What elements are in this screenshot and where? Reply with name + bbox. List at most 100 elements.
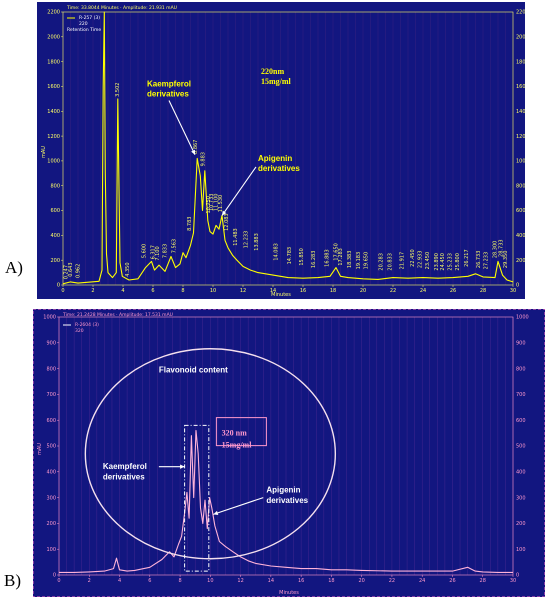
y-tick-label-right: 1000 bbox=[516, 159, 525, 165]
y-tick-label-left: 200 bbox=[46, 521, 56, 527]
y-tick-label-right: 800 bbox=[516, 183, 525, 189]
peak-label: 25.800 bbox=[455, 253, 461, 271]
y-tick-label-left: 200 bbox=[50, 258, 60, 264]
panel-letter-a: A) bbox=[5, 258, 23, 277]
wavelength-line-0: 320 nm bbox=[222, 429, 247, 438]
y-tick-label-right: 1400 bbox=[516, 109, 525, 115]
y-tick-label-left: 300 bbox=[46, 495, 56, 501]
peak-label: 4.350 bbox=[125, 262, 131, 276]
arrow-head bbox=[180, 464, 185, 469]
peak-label: 27.233 bbox=[484, 252, 490, 270]
peak-label: 12.233 bbox=[244, 231, 250, 249]
y-tick-label-left: 600 bbox=[46, 418, 56, 424]
y-tick-label-left: 1600 bbox=[47, 84, 60, 90]
y-tick-label-left: 0 bbox=[53, 573, 56, 579]
legend-b-line-0: R-2604 (3) bbox=[75, 322, 99, 328]
peak-label: 11.100 bbox=[214, 194, 220, 212]
y-tick-label-right: 200 bbox=[516, 521, 526, 527]
arrow-head bbox=[213, 510, 219, 515]
x-tick-label: 22 bbox=[389, 578, 395, 584]
peak-label: 15.850 bbox=[299, 248, 305, 266]
x-tick-label: 14 bbox=[268, 578, 274, 584]
peak-label: 8.783 bbox=[187, 217, 193, 231]
y-tick-label-left: 100 bbox=[46, 547, 56, 553]
peak-label: 0.643 bbox=[68, 262, 74, 276]
x-tick-label: 6 bbox=[148, 578, 151, 584]
annotation-arrow bbox=[221, 166, 257, 216]
peak-label: 16.883 bbox=[325, 249, 331, 267]
peak-label: 7.833 bbox=[163, 244, 169, 258]
y-tick-label-left: 2000 bbox=[47, 35, 60, 41]
x-tick-label: 20 bbox=[358, 578, 364, 584]
peak-label: 17.650 bbox=[334, 243, 340, 261]
plot-frame bbox=[62, 11, 514, 286]
series-line bbox=[59, 429, 513, 573]
y-tick-label-left: 700 bbox=[46, 392, 56, 398]
y-tick-label-left: 400 bbox=[46, 470, 56, 476]
x-tick-label: 24 bbox=[420, 288, 426, 294]
y-tick-label-right: 800 bbox=[516, 366, 526, 372]
peak-label: 10.733 bbox=[209, 194, 215, 212]
x-tick-label: 30 bbox=[510, 288, 516, 294]
y-tick-label-right: 900 bbox=[516, 341, 526, 347]
x-tick-label: 0 bbox=[57, 578, 60, 584]
y-tick-label-right: 700 bbox=[516, 392, 526, 398]
peak-label: 18.383 bbox=[347, 251, 353, 269]
peak-label: 24.450 bbox=[440, 253, 446, 271]
y-tick-label-right: 400 bbox=[516, 470, 526, 476]
peak-label: 11.483 bbox=[233, 228, 239, 246]
peak-label: 16.283 bbox=[311, 251, 317, 269]
y-tick-label-right: 1600 bbox=[516, 84, 525, 90]
arrow-head bbox=[191, 149, 196, 155]
y-tick-label-right: 600 bbox=[516, 418, 526, 424]
x-tick-label: 20 bbox=[360, 288, 366, 294]
peak-region-box bbox=[184, 424, 210, 572]
peak-label: 19.650 bbox=[364, 252, 370, 270]
y-tick-label-left: 1400 bbox=[47, 109, 60, 115]
annotation-text: Kaempferol bbox=[147, 79, 191, 88]
peak-label: 5.600 bbox=[142, 244, 148, 258]
y-tick-label-left: 1200 bbox=[47, 134, 60, 140]
y-tick-label-left: 500 bbox=[46, 444, 56, 450]
peak-label: 26.217 bbox=[464, 249, 470, 267]
x-tick-label: 2 bbox=[91, 288, 94, 294]
peak-label: 20.283 bbox=[379, 253, 385, 271]
peak-label: 14.083 bbox=[274, 243, 280, 261]
annotation-text: 220nm bbox=[261, 67, 284, 76]
peak-label: 23.450 bbox=[425, 252, 431, 270]
y-tick-label-right: 400 bbox=[516, 233, 525, 239]
chart-b-header: Time: 21.2428 Minutes · Amplitude: 17.53… bbox=[62, 312, 173, 318]
apigenin-line-1: derivatives bbox=[266, 496, 308, 505]
x-tick-label: 30 bbox=[510, 578, 516, 584]
kaempferol-line-1: derivatives bbox=[103, 473, 145, 482]
x-tick-label: 8 bbox=[178, 578, 181, 584]
annotation-arrow bbox=[168, 100, 196, 155]
peak-label: 10.250 bbox=[206, 196, 212, 214]
x-tick-label: 22 bbox=[390, 288, 396, 294]
annotation-text: 15mg/ml bbox=[261, 77, 292, 86]
x-tick-label: 8 bbox=[181, 288, 184, 294]
x-tick-label: 24 bbox=[419, 578, 425, 584]
chart-b-background bbox=[33, 309, 545, 597]
y-tick-label-right: 500 bbox=[516, 444, 526, 450]
peak-label: 21.917 bbox=[400, 252, 406, 270]
y-tick-label-right: 600 bbox=[516, 208, 525, 214]
peak-label: 28.733 bbox=[499, 239, 505, 257]
peak-label: 11.530 bbox=[218, 195, 224, 213]
x-tick-label: 2 bbox=[88, 578, 91, 584]
peak-label: 0.962 bbox=[76, 264, 82, 278]
peak-label: 22.933 bbox=[418, 251, 424, 269]
peak-label: 9.883 bbox=[201, 152, 207, 166]
y-tick-label-right: 300 bbox=[516, 495, 526, 501]
y-tick-label-left: 1000 bbox=[47, 159, 60, 165]
annotation-text: derivatives bbox=[258, 164, 300, 173]
peak-label: 7.563 bbox=[172, 239, 178, 253]
x-tick-label: 26 bbox=[449, 578, 455, 584]
flavonoid-ellipse bbox=[84, 348, 337, 560]
peak-label: 23.890 bbox=[434, 253, 440, 271]
series-line bbox=[62, 11, 514, 285]
legend-a-line-0: R-257 (3) bbox=[79, 15, 100, 21]
x-tick-label: 28 bbox=[480, 288, 486, 294]
peak-label: 3.502 bbox=[115, 83, 121, 97]
x-tick-label: 14 bbox=[270, 288, 276, 294]
